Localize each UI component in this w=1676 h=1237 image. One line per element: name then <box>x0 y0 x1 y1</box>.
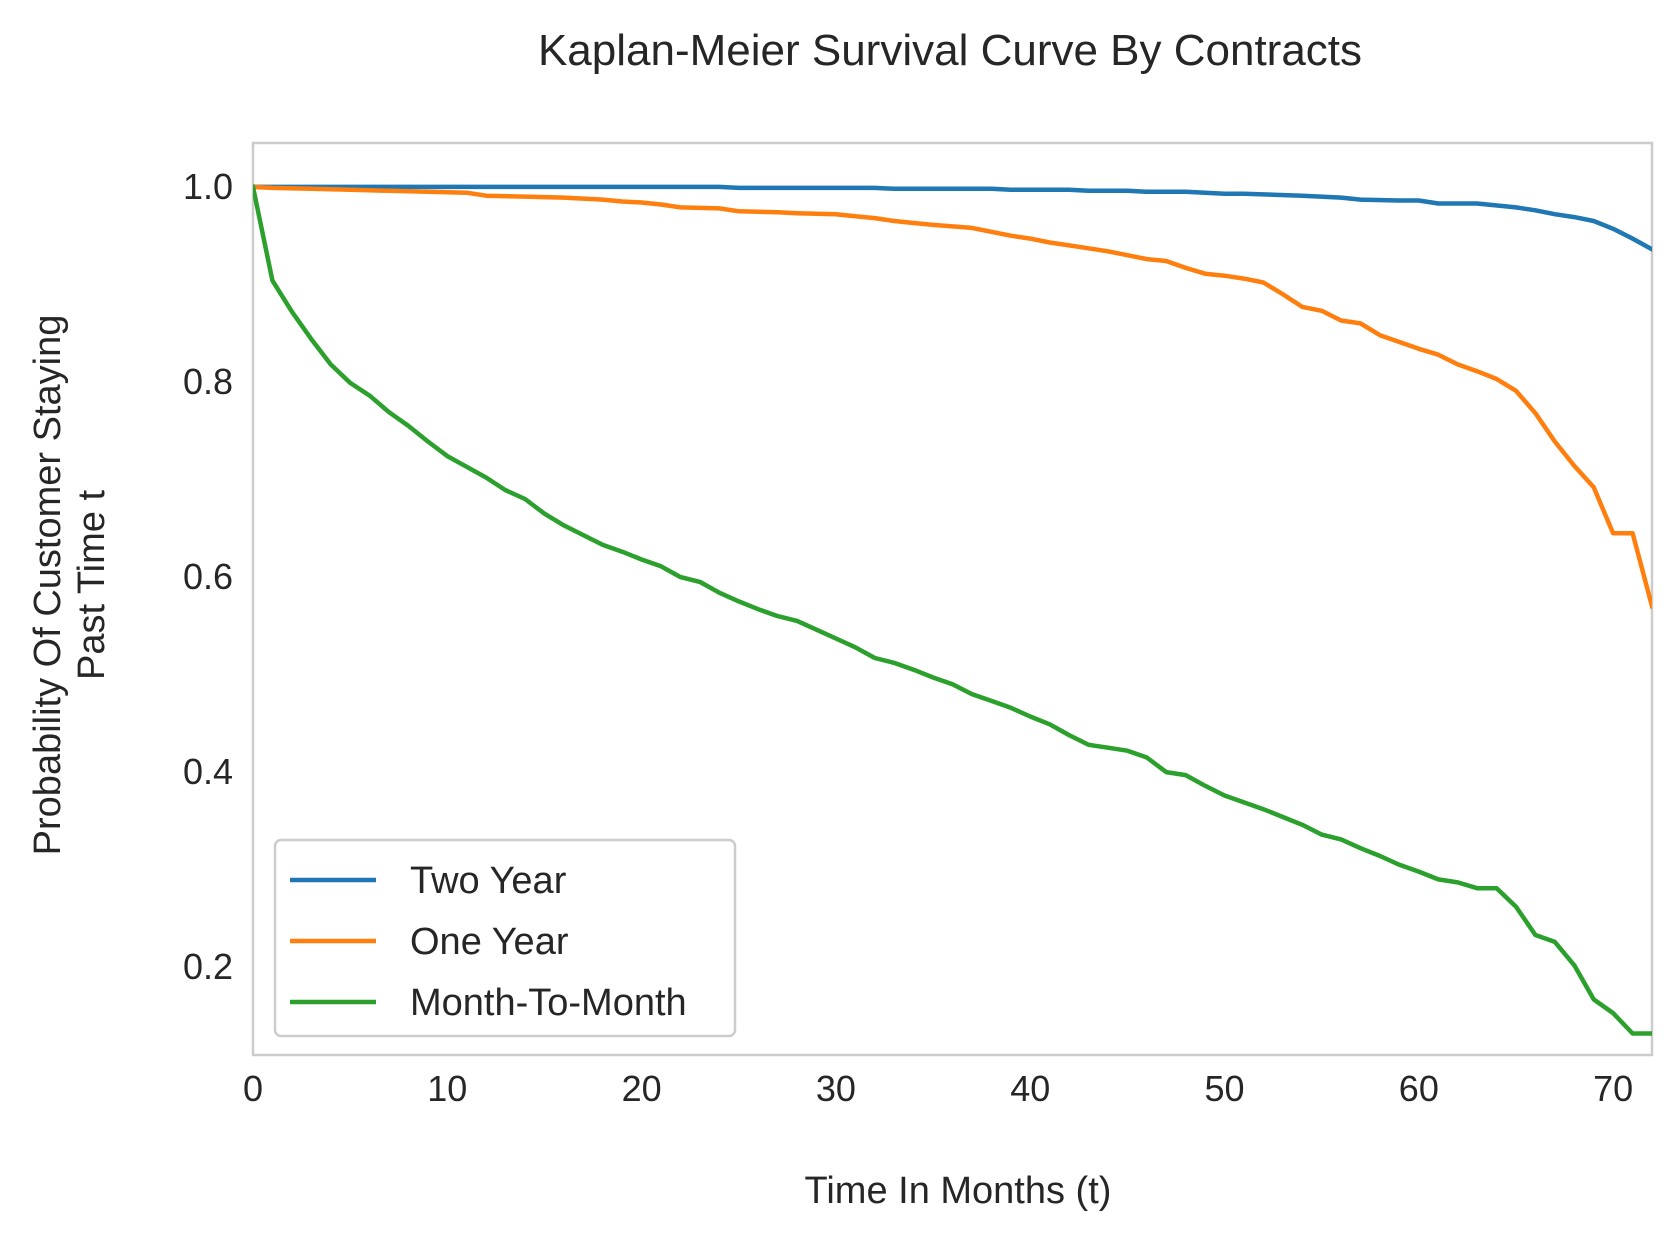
y-tick-label: 1.0 <box>183 166 233 207</box>
y-axis-label: Probability Of Customer Staying Past Tim… <box>27 315 113 856</box>
legend-item-month-to-month: Month-To-Month <box>290 982 687 1024</box>
series-line-month-to-month <box>253 184 1652 1036</box>
legend-label-month-to-month: Month-To-Month <box>410 982 687 1024</box>
x-tick-label: 30 <box>816 1068 856 1109</box>
legend-label-one-year: One Year <box>410 921 569 963</box>
y-axis-ticks: 0.2 0.4 0.6 0.8 1.0 <box>183 166 233 987</box>
legend-item-one-year: One Year <box>290 921 569 963</box>
y-axis-label-line-1: Probability Of Customer Staying <box>27 315 69 856</box>
x-tick-label: 40 <box>1010 1068 1050 1109</box>
legend-box <box>273 838 737 1038</box>
x-tick-label: 10 <box>427 1068 467 1109</box>
x-tick-label: 70 <box>1593 1068 1633 1109</box>
y-tick-label: 0.2 <box>183 946 233 987</box>
legend-entries: Two Year One Year Month-To-Month <box>290 860 687 1024</box>
legend-label-two-year: Two Year <box>410 860 567 902</box>
x-tick-label: 0 <box>243 1068 263 1109</box>
y-tick-label: 0.4 <box>183 751 233 792</box>
x-tick-label: 20 <box>622 1068 662 1109</box>
x-tick-label: 50 <box>1205 1068 1245 1109</box>
legend-item-two-year: Two Year <box>290 860 567 902</box>
x-tick-label: 60 <box>1399 1068 1439 1109</box>
y-tick-label: 0.6 <box>183 556 233 597</box>
series-line-two-year <box>253 184 1652 252</box>
x-axis-label: Time In Months (t) <box>805 1170 1112 1212</box>
legend: Two Year One Year Month-To-Month <box>273 838 737 1038</box>
y-axis-label-line-2: Past Time t <box>71 490 113 680</box>
chart-title: Kaplan-Meier Survival Curve By Contracts <box>538 26 1362 75</box>
series-line-one-year <box>253 184 1652 610</box>
y-tick-label: 0.8 <box>183 361 233 402</box>
x-axis-ticks: 0 10 20 30 40 50 60 70 <box>243 1068 1633 1109</box>
series-layer <box>253 184 1652 1036</box>
